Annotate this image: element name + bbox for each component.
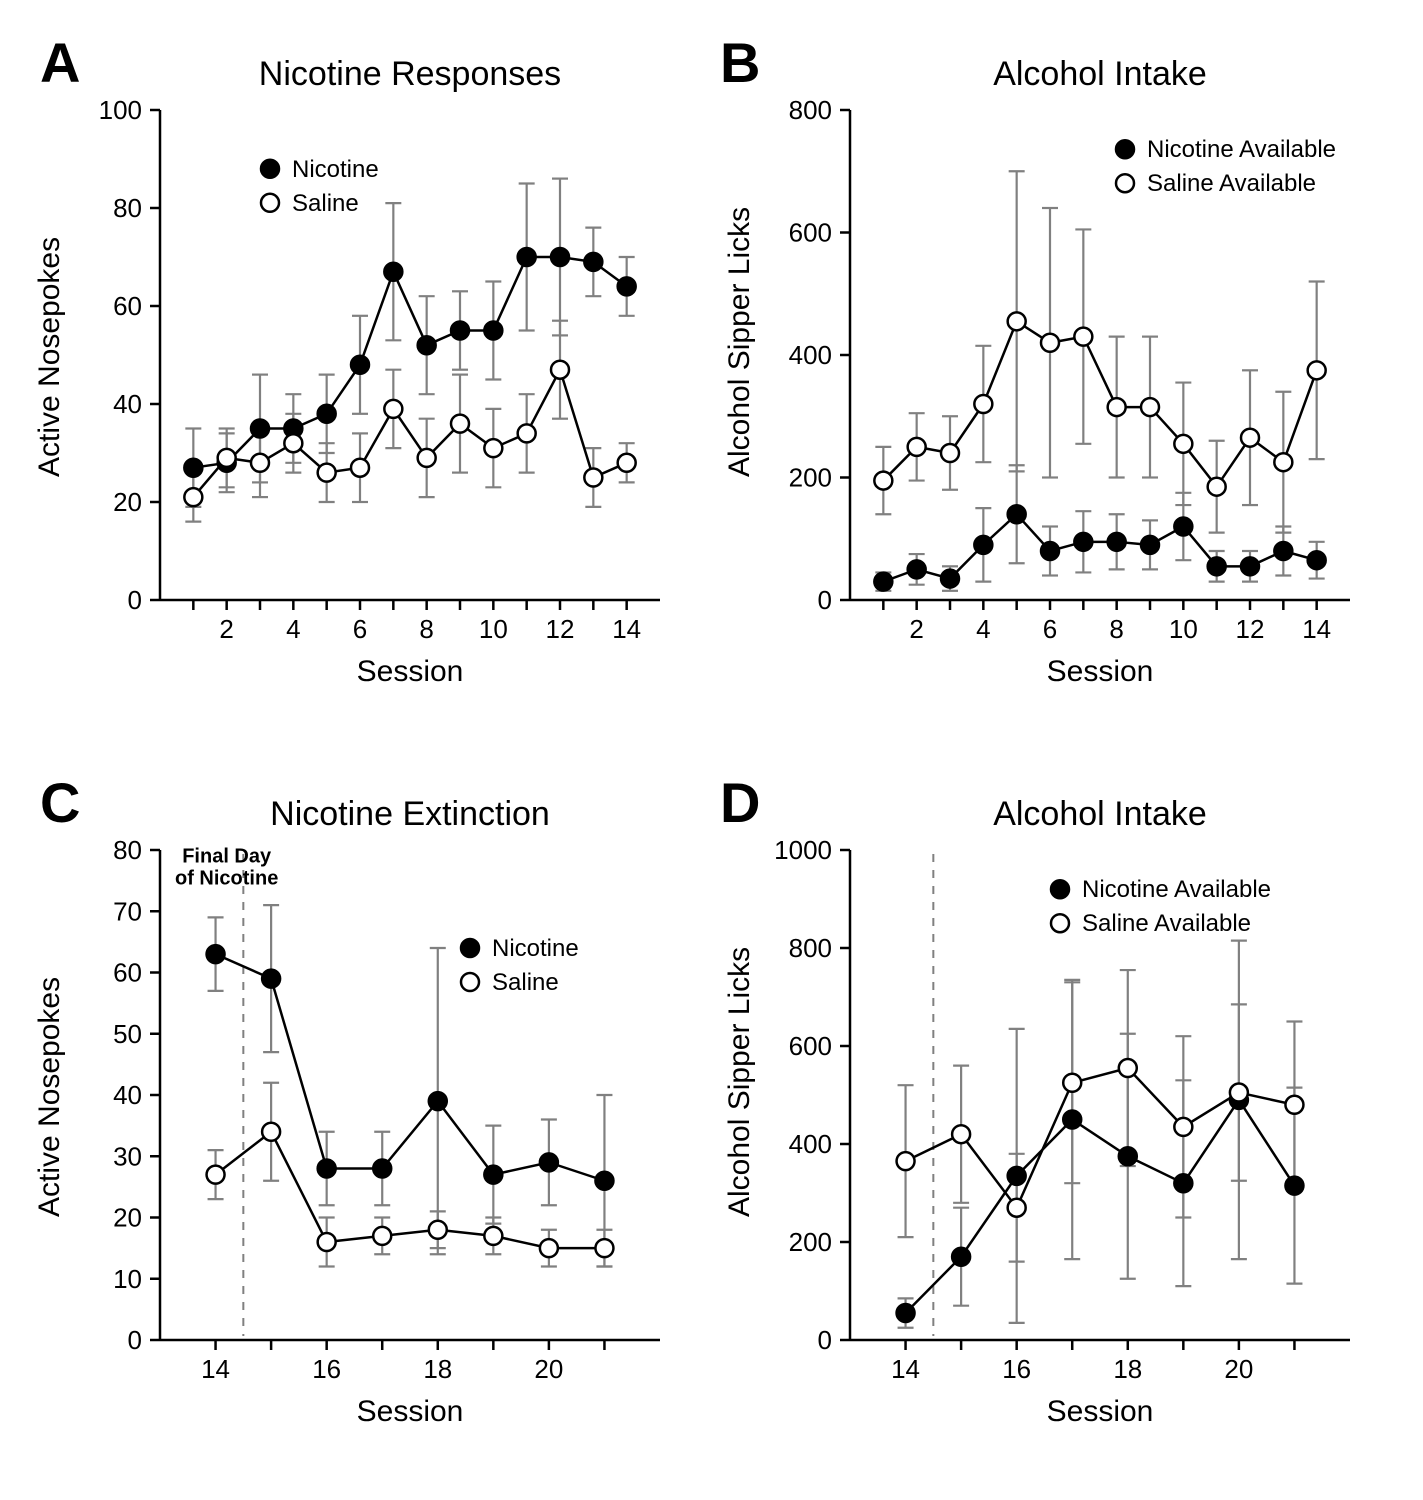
- svg-text:6: 6: [1043, 614, 1057, 644]
- svg-text:600: 600: [789, 1031, 832, 1061]
- svg-text:20: 20: [113, 1203, 142, 1233]
- svg-text:30: 30: [113, 1141, 142, 1171]
- svg-text:10: 10: [479, 614, 508, 644]
- svg-text:400: 400: [789, 340, 832, 370]
- svg-text:8: 8: [419, 614, 433, 644]
- svg-text:14: 14: [612, 614, 641, 644]
- svg-text:400: 400: [789, 1129, 832, 1159]
- figure: { "global": { "bg": "#ffffff", "axis_col…: [0, 0, 1423, 1500]
- svg-text:18: 18: [423, 1354, 452, 1384]
- svg-text:60: 60: [113, 958, 142, 988]
- svg-text:60: 60: [113, 291, 142, 321]
- svg-text:10: 10: [1169, 614, 1198, 644]
- svg-text:Saline: Saline: [292, 190, 359, 217]
- svg-text:14: 14: [201, 1354, 230, 1384]
- svg-text:1000: 1000: [774, 835, 832, 865]
- svg-text:40: 40: [113, 389, 142, 419]
- svg-text:80: 80: [113, 835, 142, 865]
- svg-text:70: 70: [113, 896, 142, 926]
- svg-text:Final Day: Final Day: [182, 845, 272, 867]
- svg-text:2: 2: [219, 614, 233, 644]
- svg-text:0: 0: [128, 1325, 142, 1355]
- svg-text:20: 20: [113, 487, 142, 517]
- svg-text:2: 2: [909, 614, 923, 644]
- svg-text:12: 12: [546, 614, 575, 644]
- svg-text:Nicotine Available: Nicotine Available: [1147, 136, 1336, 163]
- svg-text:40: 40: [113, 1080, 142, 1110]
- panel-C-plot: 0 10 20 30 40 50 60 70 80 14 16 18 20 Final Dayof Nic…: [40, 730, 780, 1460]
- svg-text:6: 6: [353, 614, 367, 644]
- svg-text:100: 100: [99, 95, 142, 125]
- svg-text:Saline: Saline: [492, 969, 559, 996]
- svg-text:14: 14: [1302, 614, 1331, 644]
- svg-text:Saline Available: Saline Available: [1147, 170, 1316, 197]
- svg-text:Nicotine: Nicotine: [292, 156, 379, 183]
- svg-text:Nicotine Available: Nicotine Available: [1082, 876, 1271, 903]
- svg-text:20: 20: [534, 1354, 563, 1384]
- panel-A-plot: 0 20 40 60 80 100 2 4 6 8 10 12 14 Nicotine Saline: [40, 0, 780, 720]
- svg-text:600: 600: [789, 218, 832, 248]
- svg-text:0: 0: [818, 585, 832, 615]
- panel-D-plot: 0 200 400 600 800 1000 14 16 18 20 Nicotine Availa…: [730, 730, 1423, 1460]
- svg-text:200: 200: [789, 1227, 832, 1257]
- svg-text:10: 10: [113, 1264, 142, 1294]
- svg-text:Saline Available: Saline Available: [1082, 910, 1251, 937]
- svg-text:16: 16: [1002, 1354, 1031, 1384]
- svg-text:200: 200: [789, 463, 832, 493]
- svg-text:20: 20: [1224, 1354, 1253, 1384]
- svg-text:0: 0: [818, 1325, 832, 1355]
- svg-text:50: 50: [113, 1019, 142, 1049]
- svg-text:14: 14: [891, 1354, 920, 1384]
- svg-text:4: 4: [976, 614, 990, 644]
- svg-text:80: 80: [113, 193, 142, 223]
- svg-text:12: 12: [1236, 614, 1265, 644]
- svg-text:800: 800: [789, 933, 832, 963]
- svg-text:of Nicotine: of Nicotine: [175, 867, 278, 889]
- svg-text:18: 18: [1113, 1354, 1142, 1384]
- panel-B-plot: 0 200 400 600 800 2 4 6 8 10 12 14 Nicotine Availabl…: [730, 0, 1423, 720]
- svg-text:0: 0: [128, 585, 142, 615]
- svg-text:4: 4: [286, 614, 300, 644]
- svg-text:800: 800: [789, 95, 832, 125]
- svg-text:Nicotine: Nicotine: [492, 935, 579, 962]
- svg-text:8: 8: [1109, 614, 1123, 644]
- svg-text:16: 16: [312, 1354, 341, 1384]
